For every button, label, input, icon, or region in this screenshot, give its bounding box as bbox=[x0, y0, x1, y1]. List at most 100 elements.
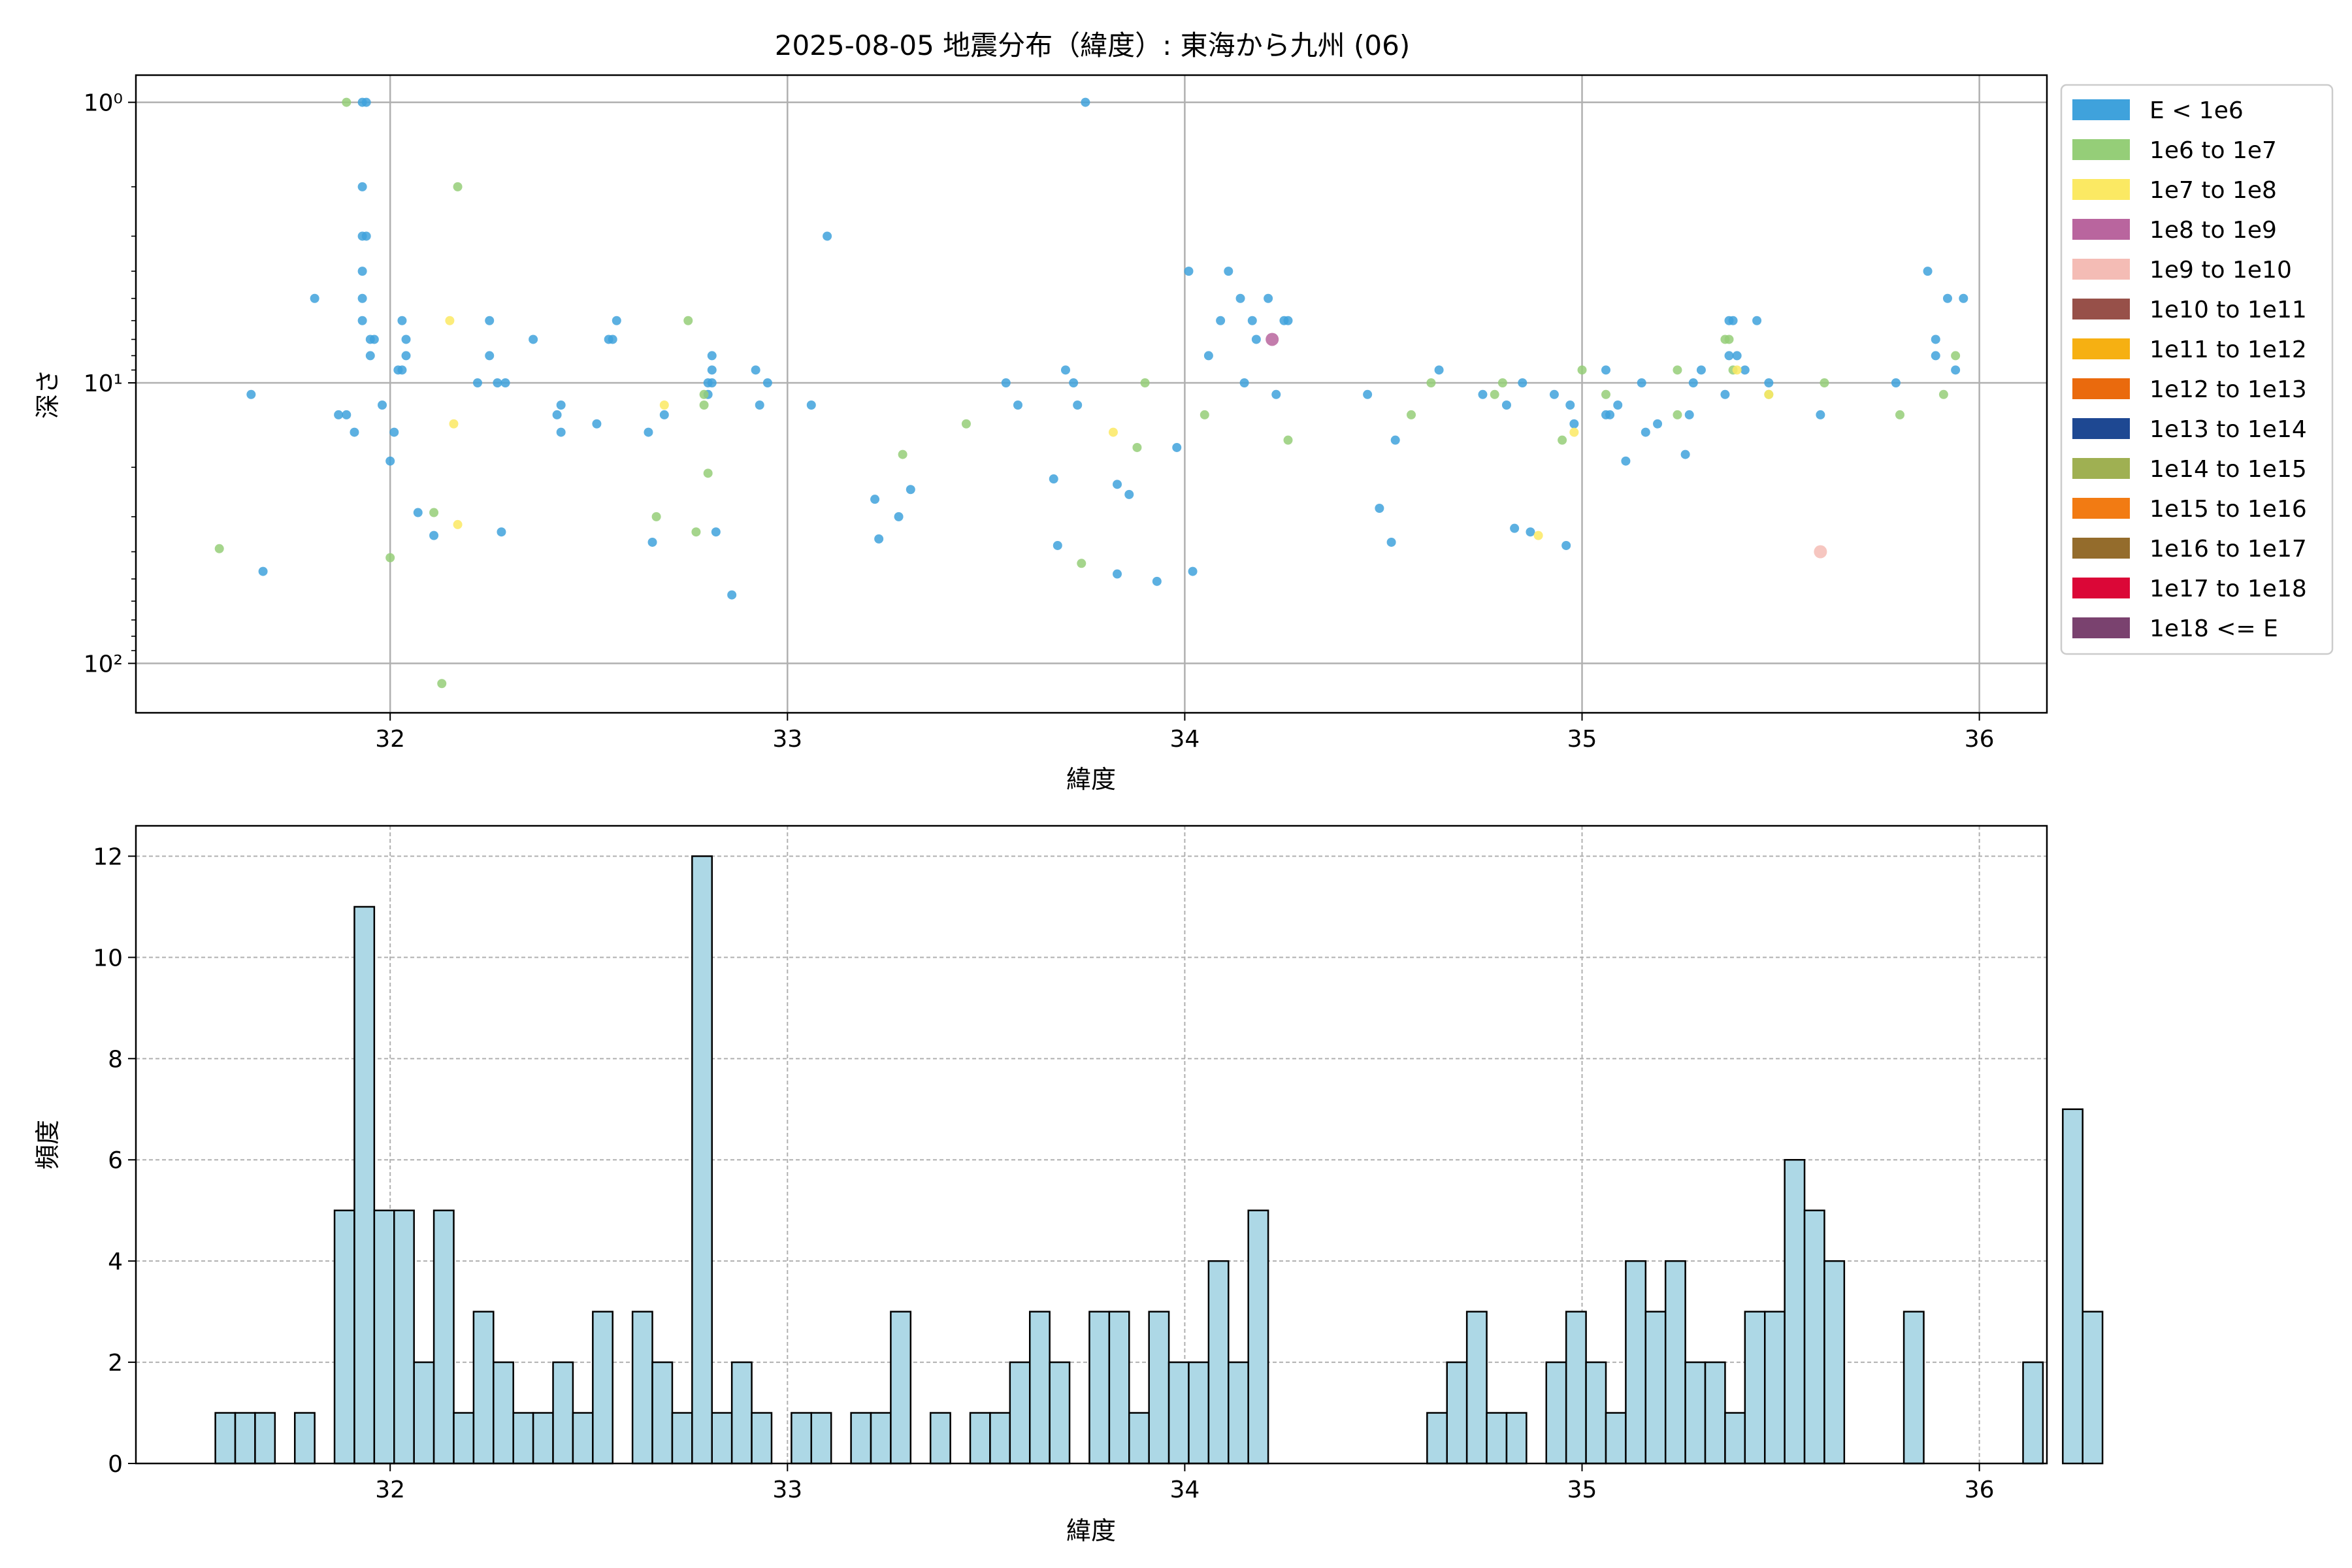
scatter-point bbox=[823, 231, 832, 241]
histogram-bar bbox=[1465, 1311, 1488, 1465]
histogram-bar bbox=[651, 1361, 674, 1465]
scatter-point bbox=[1938, 389, 1948, 399]
histogram-bar bbox=[353, 906, 376, 1465]
scatter-point bbox=[1283, 316, 1293, 325]
scatter-point bbox=[1013, 400, 1022, 410]
histogram-bar bbox=[1148, 1311, 1170, 1465]
scatter-point bbox=[1510, 523, 1520, 533]
legend-label: 1e6 to 1e7 bbox=[2149, 137, 2277, 164]
histogram-bar bbox=[1644, 1311, 1667, 1465]
scatter-point bbox=[894, 512, 904, 521]
scatter-point bbox=[751, 365, 760, 375]
scatter-point bbox=[1271, 389, 1281, 399]
scatter-point bbox=[1224, 267, 1233, 276]
scatter-point bbox=[1434, 365, 1444, 375]
scatter-point bbox=[1501, 400, 1511, 410]
scatter-point bbox=[1172, 442, 1182, 452]
scatter-point bbox=[647, 537, 657, 547]
scatter-point bbox=[1049, 474, 1058, 484]
scatter-point bbox=[1235, 293, 1245, 303]
scatter-point bbox=[1613, 400, 1623, 410]
scatter-point bbox=[1108, 427, 1118, 437]
scatter-x-ticks: 32 33 34 35 36 bbox=[375, 713, 1995, 753]
scatter-point bbox=[1724, 335, 1734, 344]
scatter-point bbox=[401, 335, 411, 344]
scatter-x-tick-label: 34 bbox=[1169, 726, 1200, 753]
histogram-bar bbox=[671, 1412, 693, 1465]
scatter-point bbox=[755, 400, 764, 410]
histogram-bars bbox=[214, 855, 2104, 1465]
histogram-bar bbox=[453, 1412, 475, 1465]
scatter-point bbox=[310, 293, 319, 303]
legend-label: 1e17 to 1e18 bbox=[2149, 576, 2307, 602]
scatter-point bbox=[961, 419, 971, 429]
scatter-point bbox=[493, 378, 502, 388]
histogram-bar bbox=[472, 1311, 495, 1465]
scatter-point bbox=[906, 485, 915, 495]
scatter-point bbox=[1728, 316, 1738, 325]
scatter-point bbox=[472, 378, 482, 388]
histogram-bar bbox=[373, 1209, 395, 1465]
scatter-point bbox=[707, 351, 717, 361]
scatter-point bbox=[378, 400, 387, 410]
histogram-bar bbox=[1585, 1361, 1607, 1465]
legend-swatch bbox=[2072, 139, 2130, 160]
scatter-point bbox=[1497, 378, 1507, 388]
legend-swatch bbox=[2072, 338, 2130, 359]
scatter-point bbox=[1069, 378, 1079, 388]
scatter-point bbox=[1081, 97, 1090, 107]
histogram-y-tick-label: 8 bbox=[108, 1046, 123, 1073]
histogram-bar bbox=[969, 1412, 991, 1465]
scatter-point bbox=[1569, 419, 1579, 429]
histogram-y-tick-label: 0 bbox=[108, 1451, 123, 1478]
scatter-point bbox=[699, 389, 709, 399]
scatter-point bbox=[500, 378, 510, 388]
scatter-point bbox=[1951, 365, 1961, 375]
legend-frame bbox=[2060, 84, 2334, 655]
scatter-point bbox=[246, 389, 256, 399]
histogram-bar bbox=[1744, 1311, 1766, 1465]
scatter-point bbox=[874, 534, 884, 544]
legend-swatch bbox=[2072, 538, 2130, 559]
scatter-point bbox=[1053, 540, 1062, 550]
scatter-point bbox=[806, 400, 816, 410]
scatter-point bbox=[1752, 316, 1762, 325]
scatter-point bbox=[1140, 378, 1150, 388]
histogram-bar bbox=[1446, 1361, 1468, 1465]
scatter-point bbox=[1390, 435, 1400, 445]
scatter-point bbox=[1764, 389, 1774, 399]
histogram-y-axis-label: 頻度 bbox=[33, 1120, 62, 1169]
scatter-point bbox=[711, 527, 721, 537]
scatter-point bbox=[707, 365, 717, 375]
histogram-bar bbox=[1903, 1311, 1925, 1465]
histogram-bar bbox=[1684, 1361, 1707, 1465]
scatter-point bbox=[445, 316, 455, 325]
histogram-bar bbox=[1207, 1260, 1230, 1465]
histogram-y-ticks: 0 2 4 6 8 10 12 bbox=[93, 843, 136, 1478]
legend-entries: E < 1e6 1e6 to 1e7 1e7 to 1e8 1e8 to 1e9 1e9… bbox=[2072, 97, 2307, 642]
scatter-point bbox=[453, 182, 463, 191]
histogram-bar bbox=[413, 1361, 435, 1465]
chart-title: 2025-08-05 地震分布（緯度）: 東海から九州 (06) bbox=[775, 29, 1411, 61]
scatter-point bbox=[1637, 378, 1646, 388]
scatter-point bbox=[1569, 427, 1579, 437]
histogram-x-axis-label: 緯度 bbox=[1066, 1516, 1116, 1545]
scatter-point bbox=[1621, 456, 1631, 466]
scatter-point bbox=[485, 316, 495, 325]
scatter-point bbox=[1533, 531, 1543, 540]
scatter-point bbox=[357, 182, 367, 191]
scatter-point bbox=[1113, 480, 1122, 489]
scatter-point bbox=[644, 427, 653, 437]
histogram-x-tick-label: 35 bbox=[1567, 1477, 1597, 1503]
legend-swatch bbox=[2072, 418, 2130, 439]
histogram-bar bbox=[1188, 1361, 1210, 1465]
scatter-y-tick-label: 10² bbox=[84, 651, 123, 678]
legend-label: 1e7 to 1e8 bbox=[2149, 177, 2277, 204]
histogram-bar bbox=[1565, 1311, 1587, 1465]
scatter-point bbox=[401, 351, 411, 361]
histogram-x-tick-label: 34 bbox=[1169, 1477, 1200, 1503]
scatter-point bbox=[413, 508, 423, 517]
scatter-point bbox=[1673, 410, 1682, 419]
legend-swatch bbox=[2072, 578, 2130, 598]
scatter-point bbox=[762, 378, 772, 388]
